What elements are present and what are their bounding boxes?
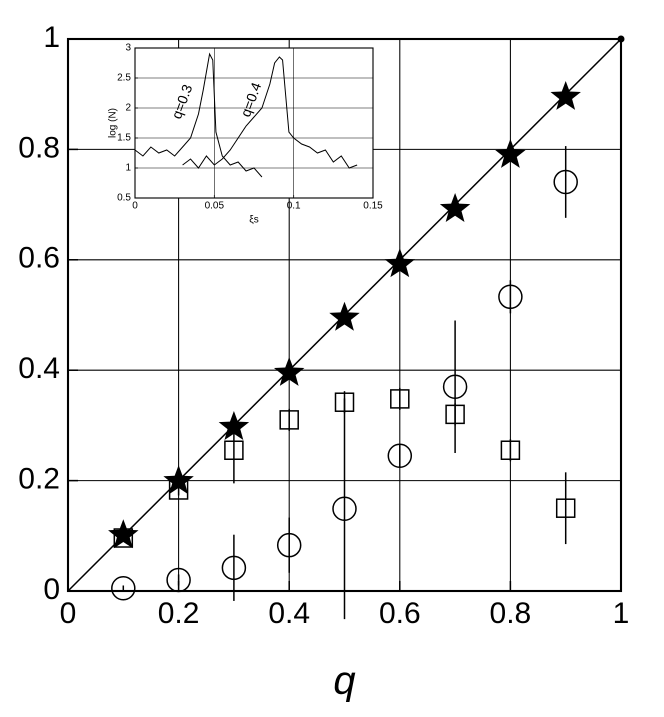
y-tick-label: 1 xyxy=(125,163,131,174)
y-tick-label: 3 xyxy=(125,43,131,54)
x-tick-label: 0.2 xyxy=(158,597,200,630)
data-line xyxy=(182,56,358,169)
square-marker xyxy=(224,440,244,460)
x-tick-label: 0 xyxy=(132,201,138,212)
y-tick-label: 1.5 xyxy=(117,133,131,144)
star-marker xyxy=(384,248,416,278)
star-marker xyxy=(273,356,305,386)
square-marker xyxy=(113,528,134,548)
data-line xyxy=(134,52,263,178)
y-axis-label: log (N) xyxy=(108,108,119,138)
square-marker xyxy=(168,480,189,500)
square-marker xyxy=(500,440,521,460)
circle-marker xyxy=(276,532,302,558)
y-tick-label: 0.5 xyxy=(117,193,131,204)
square-marker xyxy=(390,389,410,409)
x-tick-label: 0.6 xyxy=(379,597,421,630)
x-axis-label: ξs xyxy=(249,215,258,226)
y-tick-label: 0.4 xyxy=(18,352,60,385)
star-marker xyxy=(329,301,360,331)
circle-marker xyxy=(221,555,247,581)
circle-marker xyxy=(553,169,578,195)
circle-marker xyxy=(442,374,468,400)
plot-area xyxy=(135,48,373,198)
star-marker xyxy=(550,80,581,110)
circle-marker xyxy=(332,496,357,522)
x-tick-label: 0.8 xyxy=(490,597,532,630)
star-marker xyxy=(495,138,526,168)
corner-dot xyxy=(617,35,625,43)
x-tick-label: 0 xyxy=(60,597,77,630)
circle-marker xyxy=(498,284,523,310)
circle-marker xyxy=(387,443,413,469)
y-tick-label: 0.8 xyxy=(18,131,60,164)
square-marker xyxy=(279,410,299,430)
y-tick-label: 2 xyxy=(125,103,131,114)
circle-marker xyxy=(111,575,136,601)
x-tick-label: 0.1 xyxy=(287,201,301,212)
x-tick-label: 0.15 xyxy=(363,201,383,212)
y-tick-label: 0 xyxy=(43,573,60,606)
plot-frame xyxy=(134,47,374,199)
star-marker xyxy=(163,465,194,495)
star-marker xyxy=(439,193,471,222)
x-tick-label: 0.4 xyxy=(268,597,310,630)
y-tick-label: 0.2 xyxy=(18,463,60,496)
x-tick-label: 1 xyxy=(613,597,630,630)
y-tick-label: 1 xyxy=(43,21,60,54)
x-tick-label: 0.05 xyxy=(205,201,225,212)
x-axis-label: q xyxy=(333,659,355,703)
circle-marker xyxy=(166,567,191,593)
square-marker xyxy=(555,498,576,518)
y-tick-label: 2.5 xyxy=(117,73,131,84)
y-tick-label: 0.6 xyxy=(18,242,60,275)
star-marker xyxy=(108,519,139,549)
